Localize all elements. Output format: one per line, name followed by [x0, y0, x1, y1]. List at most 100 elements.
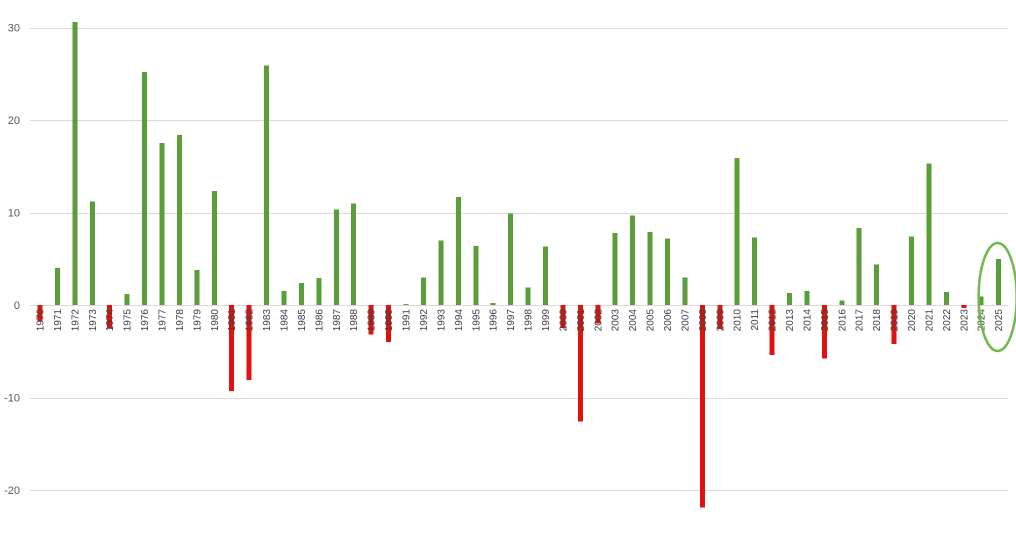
y-tick-label: 0: [14, 300, 20, 312]
bar-2019: [891, 305, 897, 344]
x-tick-label-2013: 2013: [785, 309, 796, 332]
bar-2008: [699, 305, 705, 508]
x-tick-label-2018: 2018: [872, 309, 883, 332]
x-tick-label-2019: 2019: [890, 309, 901, 332]
bar-1994: [455, 196, 461, 305]
x-tick-label-1989: 1989: [367, 309, 378, 332]
bar-2017: [856, 228, 862, 305]
x-tick-label-2000: 2000: [558, 309, 569, 332]
bar-2010: [734, 157, 740, 305]
x-tick-label-1975: 1975: [123, 309, 134, 332]
x-tick-label-1985: 1985: [297, 309, 308, 332]
x-tick-label-1974: 1974: [105, 309, 116, 332]
bar-2014: [804, 291, 810, 306]
bar-2004: [630, 215, 636, 305]
bar-1981: [229, 305, 235, 392]
x-tick-label-2005: 2005: [646, 309, 657, 332]
x-tick-label-1990: 1990: [384, 309, 395, 332]
bar-1975: [124, 293, 130, 305]
bar-2016: [839, 300, 845, 306]
bar-1986: [316, 278, 322, 305]
bar-2007: [682, 277, 688, 305]
x-axis-ticks: 1970 1971 1972 1973 1974 1975 1976 1977 1978 1979…: [36, 309, 1006, 332]
x-tick-label-1993: 1993: [436, 309, 447, 332]
bar-1997: [508, 213, 514, 306]
x-tick-label-2025: 2025: [994, 309, 1005, 332]
y-tick-label: 30: [8, 23, 20, 35]
y-tick-label: 10: [8, 208, 20, 220]
bar-1984: [281, 291, 287, 306]
bar-1992: [420, 277, 426, 305]
bar-2022: [943, 292, 949, 305]
y-axis-ticks: 30 20 10 0 -10 -20: [4, 23, 20, 498]
bar-1971: [54, 268, 60, 305]
bar-1980: [211, 191, 217, 305]
x-tick-label-2010: 2010: [733, 309, 744, 332]
bar-1970: [37, 305, 43, 322]
x-tick-label-1998: 1998: [524, 309, 535, 332]
x-tick-label-2007: 2007: [680, 309, 691, 332]
x-tick-label-1986: 1986: [314, 309, 325, 332]
x-tick-label-1983: 1983: [262, 309, 273, 332]
y-tick-label: -10: [4, 393, 20, 405]
x-tick-label-2011: 2011: [750, 309, 761, 331]
x-tick-label-2017: 2017: [855, 309, 866, 332]
x-tick-label-2016: 2016: [837, 309, 848, 332]
x-tick-label-1982: 1982: [245, 309, 256, 332]
highlight-ring: [977, 241, 1016, 353]
x-tick-label-2021: 2021: [924, 309, 935, 332]
bar-1982: [246, 305, 252, 380]
bar-2002: [595, 305, 601, 324]
bar-1977: [159, 143, 165, 306]
x-tick-label-2014: 2014: [802, 309, 813, 332]
x-tick-label-2023: 2023: [959, 309, 970, 332]
y-tick-label: 20: [8, 115, 20, 127]
bar-2011: [752, 237, 758, 305]
bar-2020: [909, 236, 914, 305]
bar-1979: [194, 269, 200, 305]
x-tick-label-1971: 1971: [53, 309, 64, 332]
x-tick-label-1997: 1997: [506, 309, 517, 332]
x-tick-label-2008: 2008: [698, 309, 709, 332]
bar-2023: [961, 305, 967, 308]
y-tick-label: -20: [4, 485, 20, 497]
x-tick-label-1987: 1987: [332, 309, 343, 332]
x-tick-label-1973: 1973: [88, 309, 99, 332]
bar-2001: [577, 305, 583, 422]
x-tick-label-2015: 2015: [820, 309, 831, 332]
x-tick-label-2003: 2003: [611, 309, 622, 332]
x-tick-label-1992: 1992: [419, 309, 430, 332]
bar-2006: [664, 238, 670, 305]
x-tick-label-1978: 1978: [175, 309, 186, 332]
bar-1998: [525, 287, 531, 305]
bar-1996: [490, 303, 496, 305]
highlight-annotation: [977, 241, 1016, 353]
bar-1976: [142, 71, 148, 306]
x-tick-label-1999: 1999: [541, 309, 552, 332]
x-tick-label-1984: 1984: [280, 309, 291, 332]
bar-2012: [769, 305, 775, 355]
bar-2015: [821, 305, 827, 359]
bar-2024: [978, 296, 984, 306]
x-tick-label-2002: 2002: [593, 309, 604, 332]
x-tick-label-1996: 1996: [489, 309, 500, 332]
x-tick-label-1977: 1977: [158, 309, 169, 332]
x-tick-label-1995: 1995: [471, 309, 482, 332]
x-tick-label-2001: 2001: [576, 309, 587, 332]
bar-2021: [926, 163, 932, 305]
bar-1987: [333, 209, 339, 305]
bar-2000: [560, 305, 566, 329]
bar-1989: [368, 305, 374, 335]
bar-2009: [717, 305, 723, 330]
bar-1985: [298, 282, 304, 305]
x-tick-label-2004: 2004: [628, 309, 639, 332]
bar-1972: [72, 21, 78, 305]
x-tick-label-1970: 1970: [36, 309, 47, 332]
x-tick-label-1988: 1988: [349, 309, 360, 332]
bar-1983: [264, 65, 270, 306]
x-tick-label-2020: 2020: [907, 309, 918, 332]
x-tick-label-1972: 1972: [70, 309, 81, 332]
x-tick-label-1980: 1980: [210, 309, 221, 332]
